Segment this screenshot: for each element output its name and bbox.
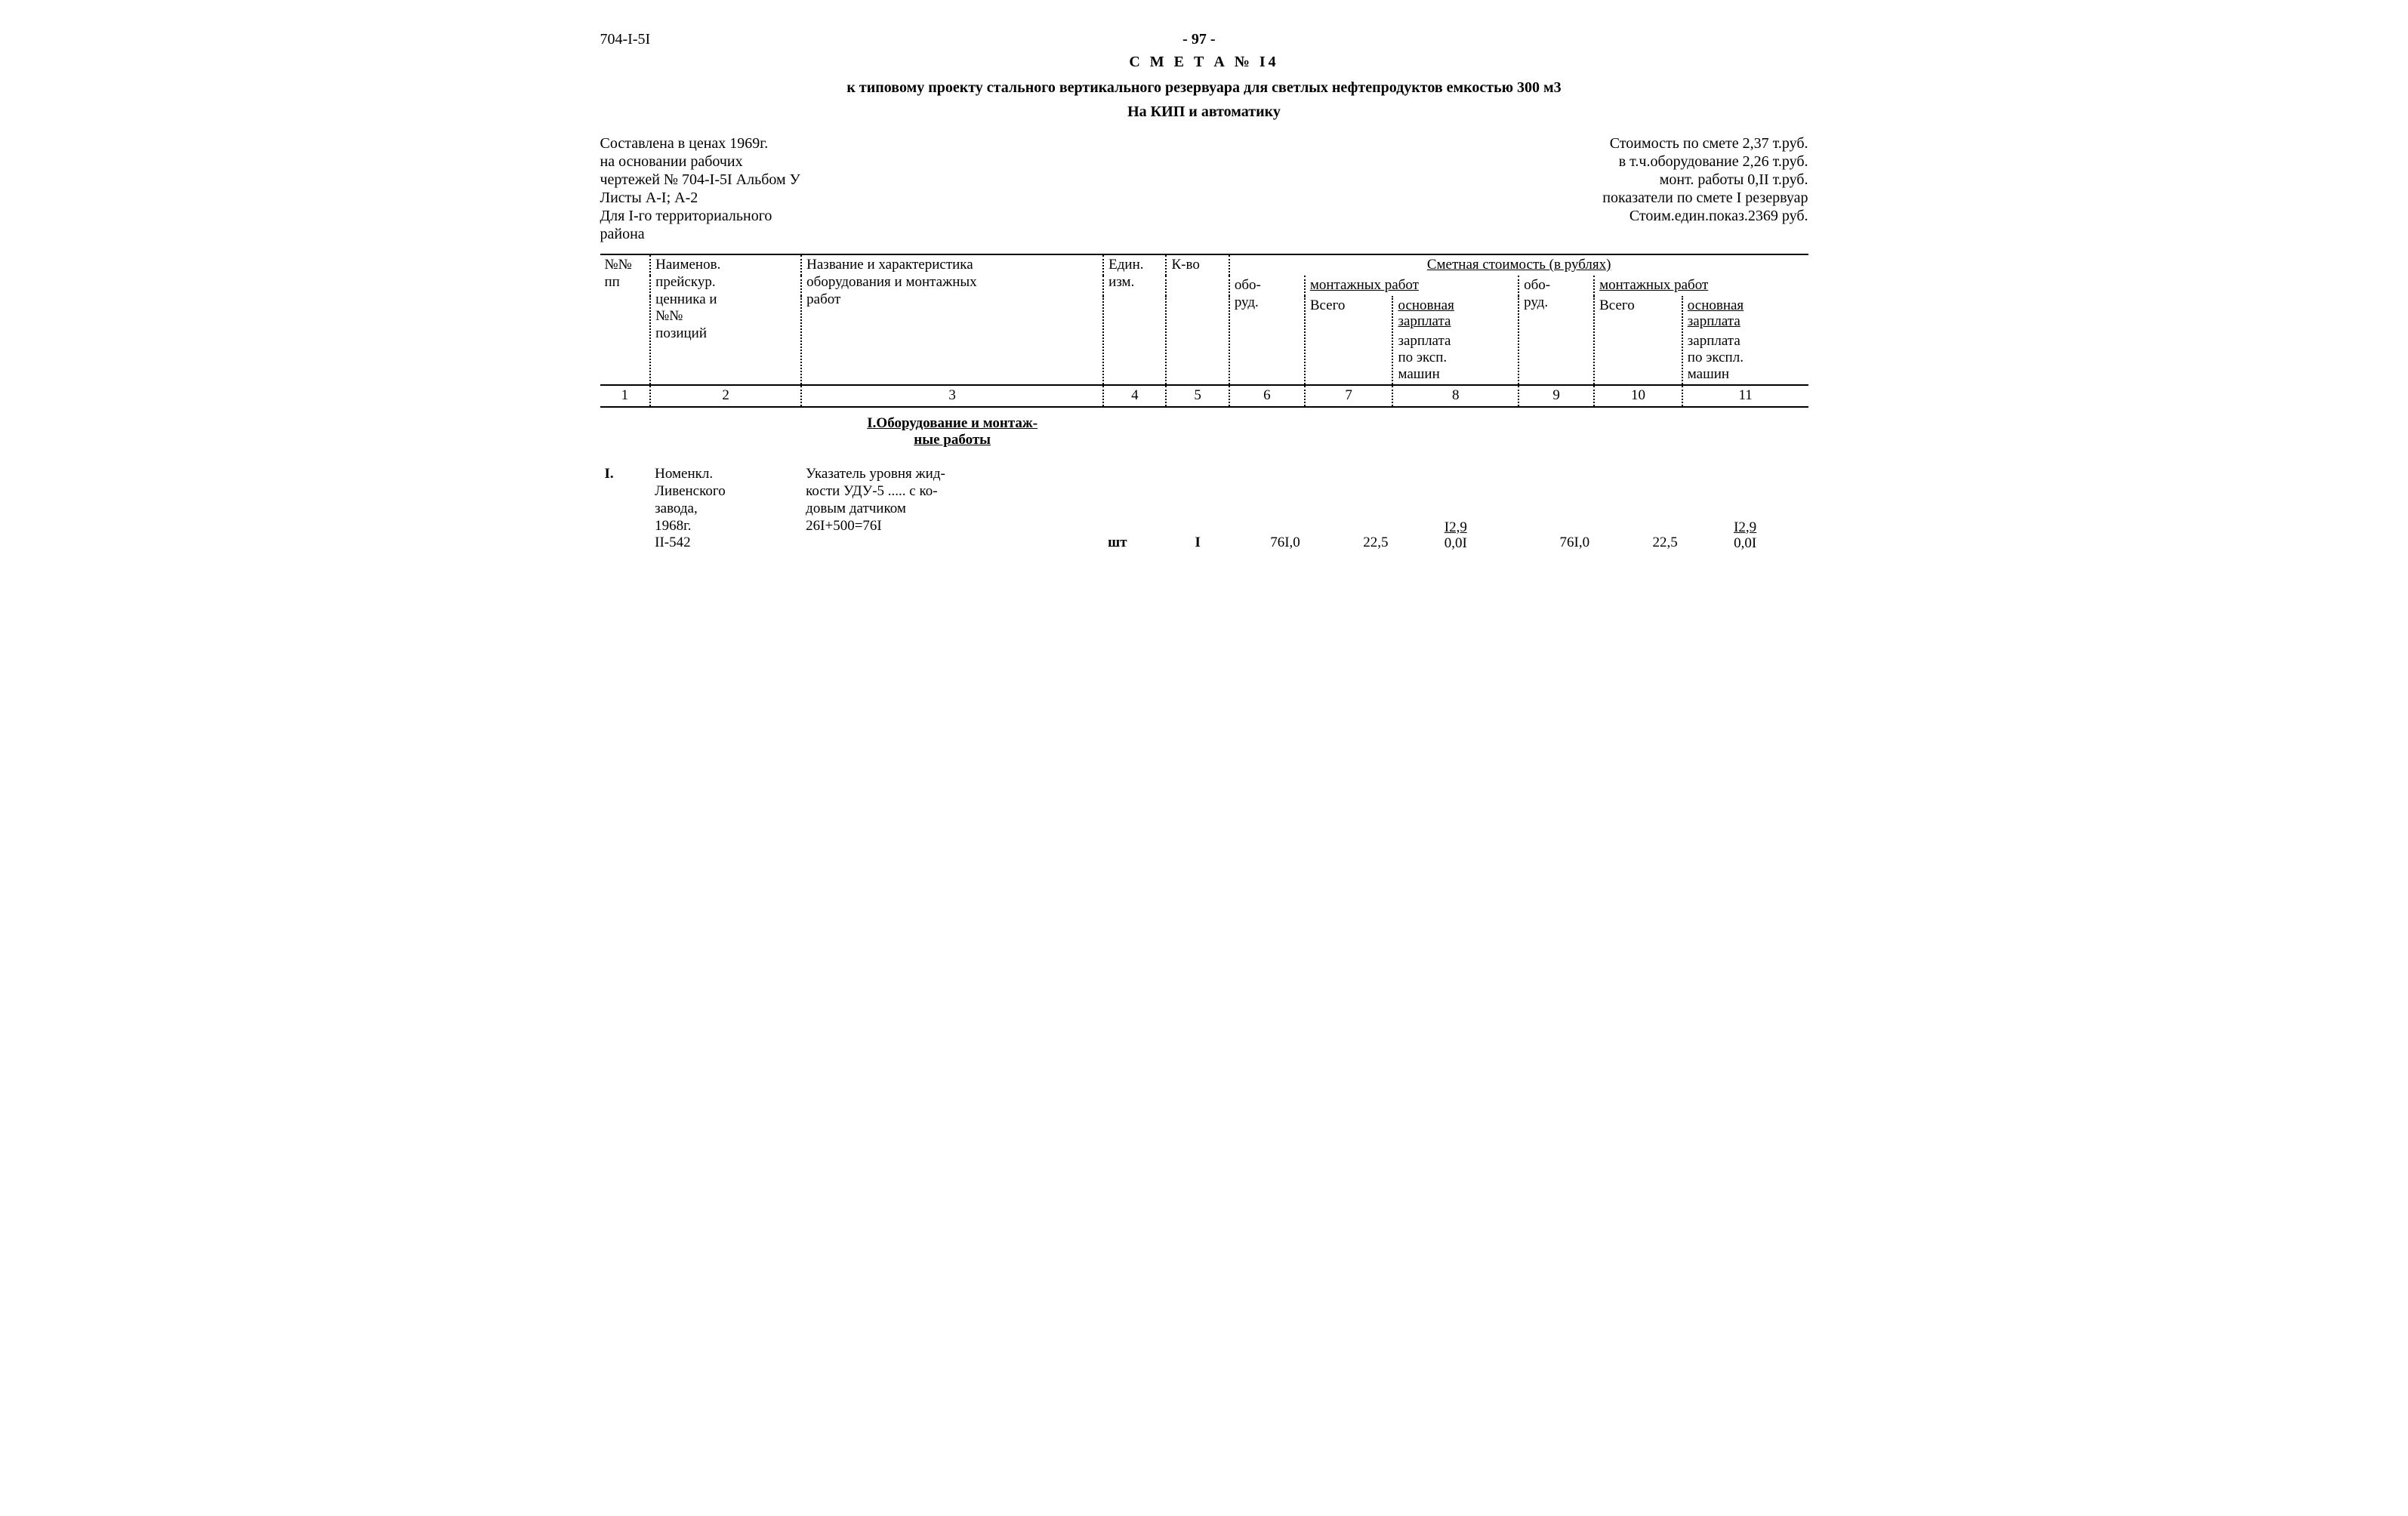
- row-1-ref: Номенкл. Ливенского завода, 1968г. II-54…: [650, 461, 801, 553]
- colnum-7: 7: [1305, 385, 1393, 407]
- subtitle-1: к типовому проекту стального вертикально…: [827, 79, 1582, 97]
- meta-left: Составлена в ценах 1969г. на основании р…: [600, 134, 800, 243]
- row-1-c8: I2,9 0,0I: [1392, 461, 1518, 553]
- hdr-col-9: обо- руд.: [1518, 276, 1594, 385]
- table-header-row-1: №№ пп Наименов. прейскур. ценника и №№ п…: [600, 254, 1808, 276]
- meta-block: Составлена в ценах 1969г. на основании р…: [600, 134, 1808, 243]
- colnum-9: 9: [1518, 385, 1594, 407]
- hdr-mont-left-text: монтажных работ: [1310, 277, 1419, 293]
- row-1-qty: I: [1166, 461, 1229, 553]
- hdr-c8b: зарплата по эксп. машин: [1398, 333, 1513, 383]
- hdr-cost-span: Сметная стоимость (в рублях): [1229, 254, 1808, 276]
- hdr-cost-span-text: Сметная стоимость (в рублях): [1427, 257, 1611, 273]
- hdr-col-4: Един. изм.: [1103, 254, 1166, 385]
- row-1-c11-top: I2,9: [1734, 519, 1756, 536]
- row-1-c10: 22,5: [1594, 461, 1682, 553]
- hdr-col-5: К-во: [1166, 254, 1229, 385]
- colnum-8: 8: [1392, 385, 1518, 407]
- hdr-c8a: основная зарплата: [1398, 297, 1513, 331]
- hdr-col-1: №№ пп: [600, 254, 651, 385]
- hdr-col-6: обо- руд.: [1229, 276, 1305, 385]
- hdr-mont-right: монтажных работ: [1594, 276, 1808, 296]
- row-1-c11-bot: 0,0I: [1734, 535, 1756, 552]
- row-1-c8-bot: 0,0I: [1444, 535, 1467, 552]
- hdr-col-8: основная зарплата зарплата по эксп. маши…: [1392, 296, 1518, 385]
- hdr-col-7: Всего: [1305, 296, 1393, 385]
- row-1-num: I.: [600, 461, 651, 553]
- section-1-title: I.Оборудование и монтаж- ные работы: [801, 407, 1103, 462]
- row-1-c6: 76I,0: [1229, 461, 1305, 553]
- row-1-c7: 22,5: [1305, 461, 1393, 553]
- top-row: 704-I-5I - 97 -: [600, 30, 1808, 48]
- colnum-11: 11: [1682, 385, 1808, 407]
- meta-right: Стоимость по смете 2,37 т.руб. в т.ч.обо…: [1602, 134, 1808, 243]
- colnum-4: 4: [1103, 385, 1166, 407]
- column-number-row: 1 2 3 4 5 6 7 8 9 10 11: [600, 385, 1808, 407]
- hdr-mont-right-text: монтажных работ: [1599, 277, 1708, 293]
- colnum-1: 1: [600, 385, 651, 407]
- page-number: - 97 -: [1182, 30, 1215, 48]
- colnum-10: 10: [1594, 385, 1682, 407]
- row-1-desc: Указатель уровня жид- кости УДУ-5 ..... …: [801, 461, 1103, 553]
- hdr-col-11: основная зарплата зарплата по экспл. маш…: [1682, 296, 1808, 385]
- row-1-c11: I2,9 0,0I: [1682, 461, 1808, 553]
- section-1-title-row: I.Оборудование и монтаж- ные работы: [600, 407, 1808, 462]
- hdr-col-3: Название и характеристика оборудования и…: [801, 254, 1103, 385]
- subtitle-2: На КИП и автоматику: [600, 103, 1808, 121]
- table-row: I. Номенкл. Ливенского завода, 1968г. II…: [600, 461, 1808, 553]
- colnum-3: 3: [801, 385, 1103, 407]
- page: 704-I-5I - 97 - С М Е Т А № I4 к типовом…: [600, 30, 1808, 553]
- hdr-col-2: Наименов. прейскур. ценника и №№ позиций: [650, 254, 801, 385]
- row-1-c8-top: I2,9: [1444, 519, 1467, 536]
- spacer: [1748, 30, 1808, 48]
- estimate-table: №№ пп Наименов. прейскур. ценника и №№ п…: [600, 254, 1808, 553]
- hdr-col-10: Всего: [1594, 296, 1682, 385]
- colnum-5: 5: [1166, 385, 1229, 407]
- colnum-6: 6: [1229, 385, 1305, 407]
- hdr-c11a: основная зарплата: [1688, 297, 1804, 331]
- row-1-unit: шт: [1103, 461, 1166, 553]
- hdr-c11b: зарплата по экспл. машин: [1688, 333, 1804, 383]
- colnum-2: 2: [650, 385, 801, 407]
- row-1-c9: 76I,0: [1518, 461, 1594, 553]
- estimate-title: С М Е Т А № I4: [600, 53, 1808, 71]
- hdr-mont-left: монтажных работ: [1305, 276, 1518, 296]
- doc-code: 704-I-5I: [600, 30, 651, 48]
